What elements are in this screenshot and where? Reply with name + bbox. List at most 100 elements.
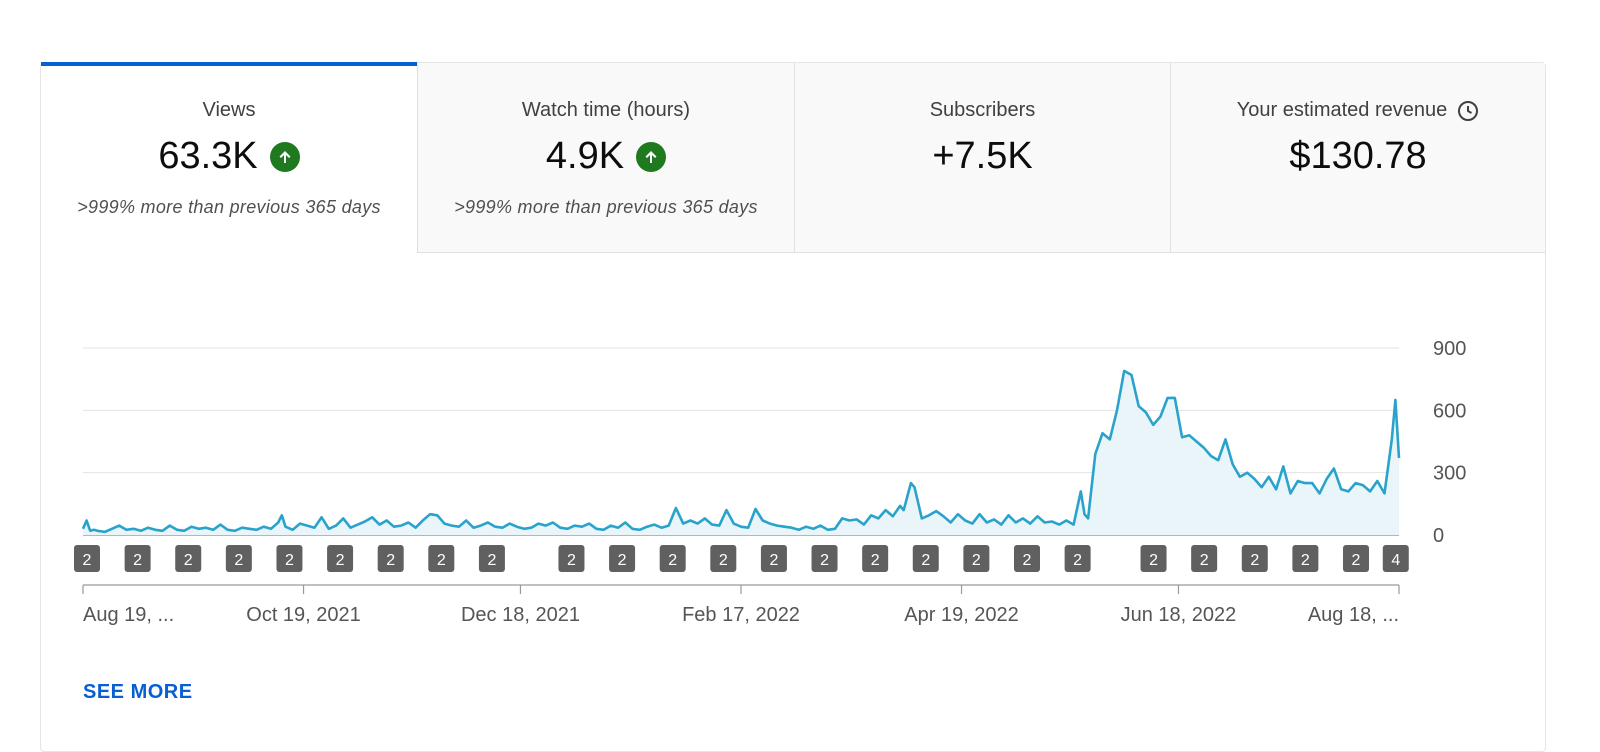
tab-subscribers[interactable]: Subscribers +7.5K [794, 63, 1170, 253]
event-marker[interactable]: 2 [225, 545, 252, 572]
event-marker-count: 2 [1250, 552, 1259, 569]
event-marker[interactable]: 2 [1014, 545, 1040, 572]
y-tick-label: 0 [1433, 525, 1444, 547]
tab-views-value-row: 63.3K [41, 135, 417, 178]
event-marker-box [225, 545, 252, 572]
tab-subscribers-value-row: +7.5K [795, 135, 1170, 178]
event-marker-box [1140, 545, 1167, 572]
event-marker-count: 2 [1073, 552, 1082, 569]
event-marker-box [1241, 545, 1268, 572]
event-marker-box [428, 545, 455, 572]
event-marker[interactable]: 2 [811, 545, 838, 572]
event-marker-box [175, 545, 202, 572]
event-marker[interactable]: 2 [609, 545, 636, 572]
tab-watch-time-value-row: 4.9K [418, 135, 794, 178]
event-marker[interactable]: 2 [1140, 545, 1167, 572]
x-tick-label: Oct 19, 2021 [246, 604, 361, 626]
event-marker-count: 2 [437, 552, 446, 569]
event-marker[interactable]: 2 [760, 545, 787, 572]
event-marker-box [862, 545, 889, 572]
event-marker-count: 2 [1149, 552, 1158, 569]
event-marker-box [1343, 545, 1369, 572]
tab-views-value: 63.3K [158, 135, 258, 177]
event-marker[interactable]: 2 [558, 545, 585, 572]
event-marker-box [811, 545, 838, 572]
x-tick-label: Aug 19, ... [83, 604, 174, 626]
event-marker[interactable]: 2 [478, 545, 505, 572]
event-marker-count: 2 [386, 552, 395, 569]
event-marker[interactable]: 2 [327, 545, 354, 572]
tab-views-comparison: >999% more than previous 365 days [77, 197, 381, 217]
event-marker[interactable]: 2 [1064, 545, 1091, 572]
clock-icon[interactable] [1457, 100, 1479, 122]
event-marker-count: 2 [618, 552, 627, 569]
event-marker-count: 2 [769, 552, 778, 569]
event-marker[interactable]: 4 [1382, 545, 1409, 572]
event-marker-box [558, 545, 585, 572]
event-marker[interactable]: 2 [428, 545, 455, 572]
x-tick-label: Jun 18, 2022 [1121, 604, 1237, 626]
event-marker-count: 2 [1200, 552, 1209, 569]
event-marker-box [276, 545, 303, 572]
event-marker[interactable]: 2 [862, 545, 889, 572]
event-marker[interactable]: 2 [1241, 545, 1268, 572]
tab-watch-time-label: Watch time (hours) [521, 99, 691, 121]
event-marker-box [609, 545, 636, 572]
event-marker-box [327, 545, 354, 572]
event-marker-count: 2 [184, 552, 193, 569]
tab-subscribers-value: +7.5K [932, 135, 1033, 177]
event-marker[interactable]: 2 [124, 545, 151, 572]
event-marker-box [963, 545, 990, 572]
event-marker-count: 4 [1391, 552, 1400, 569]
event-marker-box [1191, 545, 1218, 572]
event-marker-count: 2 [820, 552, 829, 569]
event-marker-box [1382, 545, 1409, 572]
event-marker[interactable]: 2 [377, 545, 404, 572]
x-tick-label: Dec 18, 2021 [461, 604, 580, 626]
event-marker-count: 2 [871, 552, 880, 569]
event-marker[interactable]: 2 [175, 545, 202, 572]
event-marker-box [1014, 545, 1040, 572]
event-marker-box [912, 545, 939, 572]
event-marker-box [760, 545, 787, 572]
event-marker-box [124, 545, 151, 572]
y-tick-label: 300 [1433, 463, 1466, 485]
event-marker-box [659, 545, 686, 572]
tab-revenue-label: Your estimated revenue [1236, 99, 1448, 121]
event-marker-count: 2 [234, 552, 243, 569]
event-marker-count: 2 [1023, 552, 1032, 569]
x-tick-label: Aug 18, ... [1308, 604, 1399, 626]
event-marker[interactable]: 2 [963, 545, 990, 572]
event-marker[interactable]: 2 [1292, 545, 1319, 572]
event-marker[interactable]: 2 [276, 545, 303, 572]
event-marker-count: 2 [487, 552, 496, 569]
event-marker[interactable]: 2 [659, 545, 686, 572]
event-marker[interactable]: 2 [710, 545, 737, 572]
event-marker-count: 2 [921, 552, 930, 569]
event-marker[interactable]: 2 [1343, 545, 1369, 572]
tab-watch-time-comparison: >999% more than previous 365 days [454, 197, 758, 217]
y-tick-label: 600 [1433, 400, 1466, 422]
event-marker-box [377, 545, 404, 572]
tab-watch-time-value: 4.9K [545, 135, 625, 177]
event-marker-box [1292, 545, 1319, 572]
event-marker-count: 2 [1352, 552, 1361, 569]
event-marker-count: 2 [83, 552, 92, 569]
tab-estimated-revenue[interactable]: Your estimated revenue $130.78 [1170, 63, 1545, 253]
event-marker-count: 2 [668, 552, 677, 569]
metric-tabs: Views 63.3K >999% more than previous 365… [41, 62, 1545, 253]
x-tick-label: Feb 17, 2022 [682, 604, 800, 626]
event-marker-count: 2 [1301, 552, 1310, 569]
see-more-link[interactable]: SEE MORE [83, 681, 193, 703]
event-marker-box [710, 545, 737, 572]
y-tick-label: 900 [1433, 338, 1466, 360]
event-marker[interactable]: 2 [1191, 545, 1218, 572]
views-chart[interactable]: 900 600 300 0 2 2 2 2 2 2 2 2 2 2 2 2 2 2 2 2 2 2 2 2 2 2 2 2 2 4 Aug … [41, 63, 1545, 663]
event-marker-count: 2 [719, 552, 728, 569]
tab-watch-time[interactable]: Watch time (hours) 4.9K >999% more than … [417, 63, 794, 253]
event-marker-count: 2 [336, 552, 345, 569]
event-marker[interactable]: 2 [912, 545, 939, 572]
event-marker-count: 2 [133, 552, 142, 569]
event-marker[interactable]: 2 [74, 545, 100, 572]
tab-views[interactable]: Views 63.3K >999% more than previous 365… [41, 62, 417, 253]
